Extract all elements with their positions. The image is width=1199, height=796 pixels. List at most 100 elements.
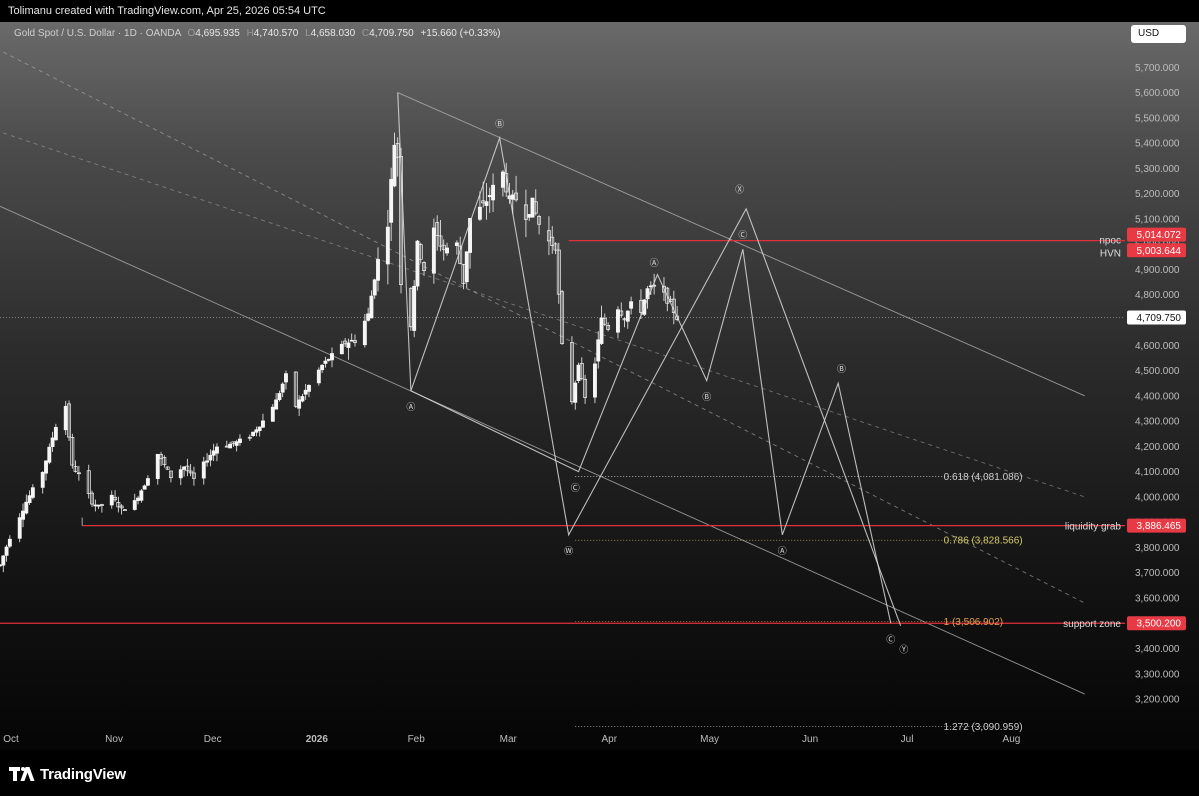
candle-body (122, 509, 127, 512)
hvn-price-tag: 5,003.644 (1137, 246, 1182, 257)
candle-body (593, 363, 597, 398)
candle-body (326, 358, 331, 361)
candle-body (468, 217, 472, 253)
candle-body (300, 396, 305, 402)
candle-body (330, 353, 334, 361)
attribution-text: Tolimanu created with TradingView.com, A… (8, 5, 326, 17)
candle-body (445, 247, 449, 254)
support-zone-text: support zone (1063, 619, 1121, 630)
candle-body (389, 179, 394, 223)
x-tick-label: Mar (500, 734, 518, 745)
wave-label: Ⓑ (495, 119, 504, 130)
liquidity-grab-text: liquidity grab (1065, 522, 1122, 533)
wave-label: Ⓐ (778, 546, 787, 557)
candle-body (251, 431, 256, 436)
liquidity-price-tag-bg (1127, 518, 1186, 533)
x-tick-label: Jul (901, 734, 914, 745)
candle-body (139, 490, 144, 501)
chart-area[interactable]: 0.618 (4,081.086) 0.786 (3,828.566) 1 (3,5… (0, 22, 1199, 750)
channel-upper-line (397, 92, 1085, 397)
candle-body (553, 243, 558, 251)
npoc-price-tag: 5,014.072 (1137, 230, 1182, 241)
high-value: 4,740.570 (253, 28, 299, 39)
candle-body (343, 340, 348, 345)
candle-body (569, 342, 574, 403)
candle-body (168, 470, 173, 478)
candle-body (573, 382, 578, 403)
y-tick-label: 4,500.000 (1135, 366, 1180, 377)
candle-body (320, 364, 325, 371)
candle-body (464, 251, 469, 283)
y-tick-label: 5,400.000 (1135, 139, 1180, 150)
y-tick-label: 3,700.000 (1135, 568, 1180, 579)
y-tick-label: 5,500.000 (1135, 113, 1180, 124)
wave-path-primary (397, 92, 902, 626)
candle-body (261, 420, 265, 428)
candle-body (17, 517, 22, 539)
npoc-text: npoc (1099, 236, 1121, 247)
candle-body (228, 443, 233, 449)
candle-body (599, 317, 604, 344)
candle-body (339, 343, 344, 355)
candle-body (491, 184, 496, 201)
fib-label-0-786: 0.786 (3,828.566) (944, 536, 1023, 547)
candle-body (546, 230, 551, 242)
candle-body (109, 494, 114, 506)
y-tick-label: 4,900.000 (1135, 265, 1180, 276)
candle-body (392, 144, 397, 187)
x-tick-label: Nov (105, 734, 123, 745)
wave-label: Ⓐ (650, 258, 659, 269)
candle-body (376, 259, 380, 281)
candle-body (438, 235, 443, 247)
wave-label: Ⓦ (564, 546, 573, 557)
candle-body (47, 446, 52, 463)
candle-body (579, 363, 584, 379)
candle-body (142, 485, 147, 490)
y-tick-label: 4,400.000 (1135, 391, 1180, 402)
candle-body (93, 504, 98, 507)
candle-body (24, 501, 29, 514)
x-tick-label: Jun (802, 734, 818, 745)
candle-body (346, 342, 351, 348)
candle-body (208, 454, 213, 461)
candle-body (44, 460, 48, 474)
candle-body (145, 478, 150, 486)
candle-body (418, 244, 423, 260)
candle-body (257, 426, 262, 432)
x-tick-label: Oct (3, 734, 19, 745)
candle-body (556, 249, 561, 295)
candle-body (191, 472, 196, 479)
npoc-price-tag-bg (1127, 227, 1186, 242)
x-tick-label: Apr (602, 734, 618, 745)
candle-body (90, 492, 94, 505)
candle-body (116, 501, 121, 508)
candle-body (162, 457, 167, 466)
candle-body (277, 393, 282, 401)
candle-body (316, 369, 321, 384)
y-tick-label: 4,200.000 (1135, 442, 1180, 453)
candle-body (4, 546, 9, 556)
candle-body (136, 497, 141, 501)
candle-body (550, 236, 555, 246)
candle-body (510, 194, 515, 200)
currency-button[interactable]: USD (1131, 25, 1186, 43)
y-tick-label: 3,600.000 (1135, 594, 1180, 605)
x-tick-label: May (700, 734, 719, 745)
candle-body (602, 317, 607, 325)
candle-body (385, 226, 390, 265)
price-chart[interactable]: 0.618 (4,081.086) 0.786 (3,828.566) 1 (3,5… (0, 22, 1199, 750)
footer: TradingView (0, 750, 1199, 796)
candle-body (576, 364, 581, 381)
tradingview-logo-icon (9, 767, 35, 781)
candle-body (132, 500, 137, 510)
candle-body (441, 244, 446, 251)
wave-label: Ⓒ (571, 483, 580, 494)
open-value: 4,695.935 (195, 28, 240, 39)
candle-body (165, 466, 170, 470)
fib-label-1: 1 (3,506.902) (944, 617, 1004, 628)
tradingview-logo[interactable]: TradingView (9, 765, 126, 783)
candle-body (53, 427, 58, 441)
x-tick-label: 2026 (306, 734, 329, 745)
candle-body (86, 470, 91, 494)
candle-body (201, 461, 206, 479)
